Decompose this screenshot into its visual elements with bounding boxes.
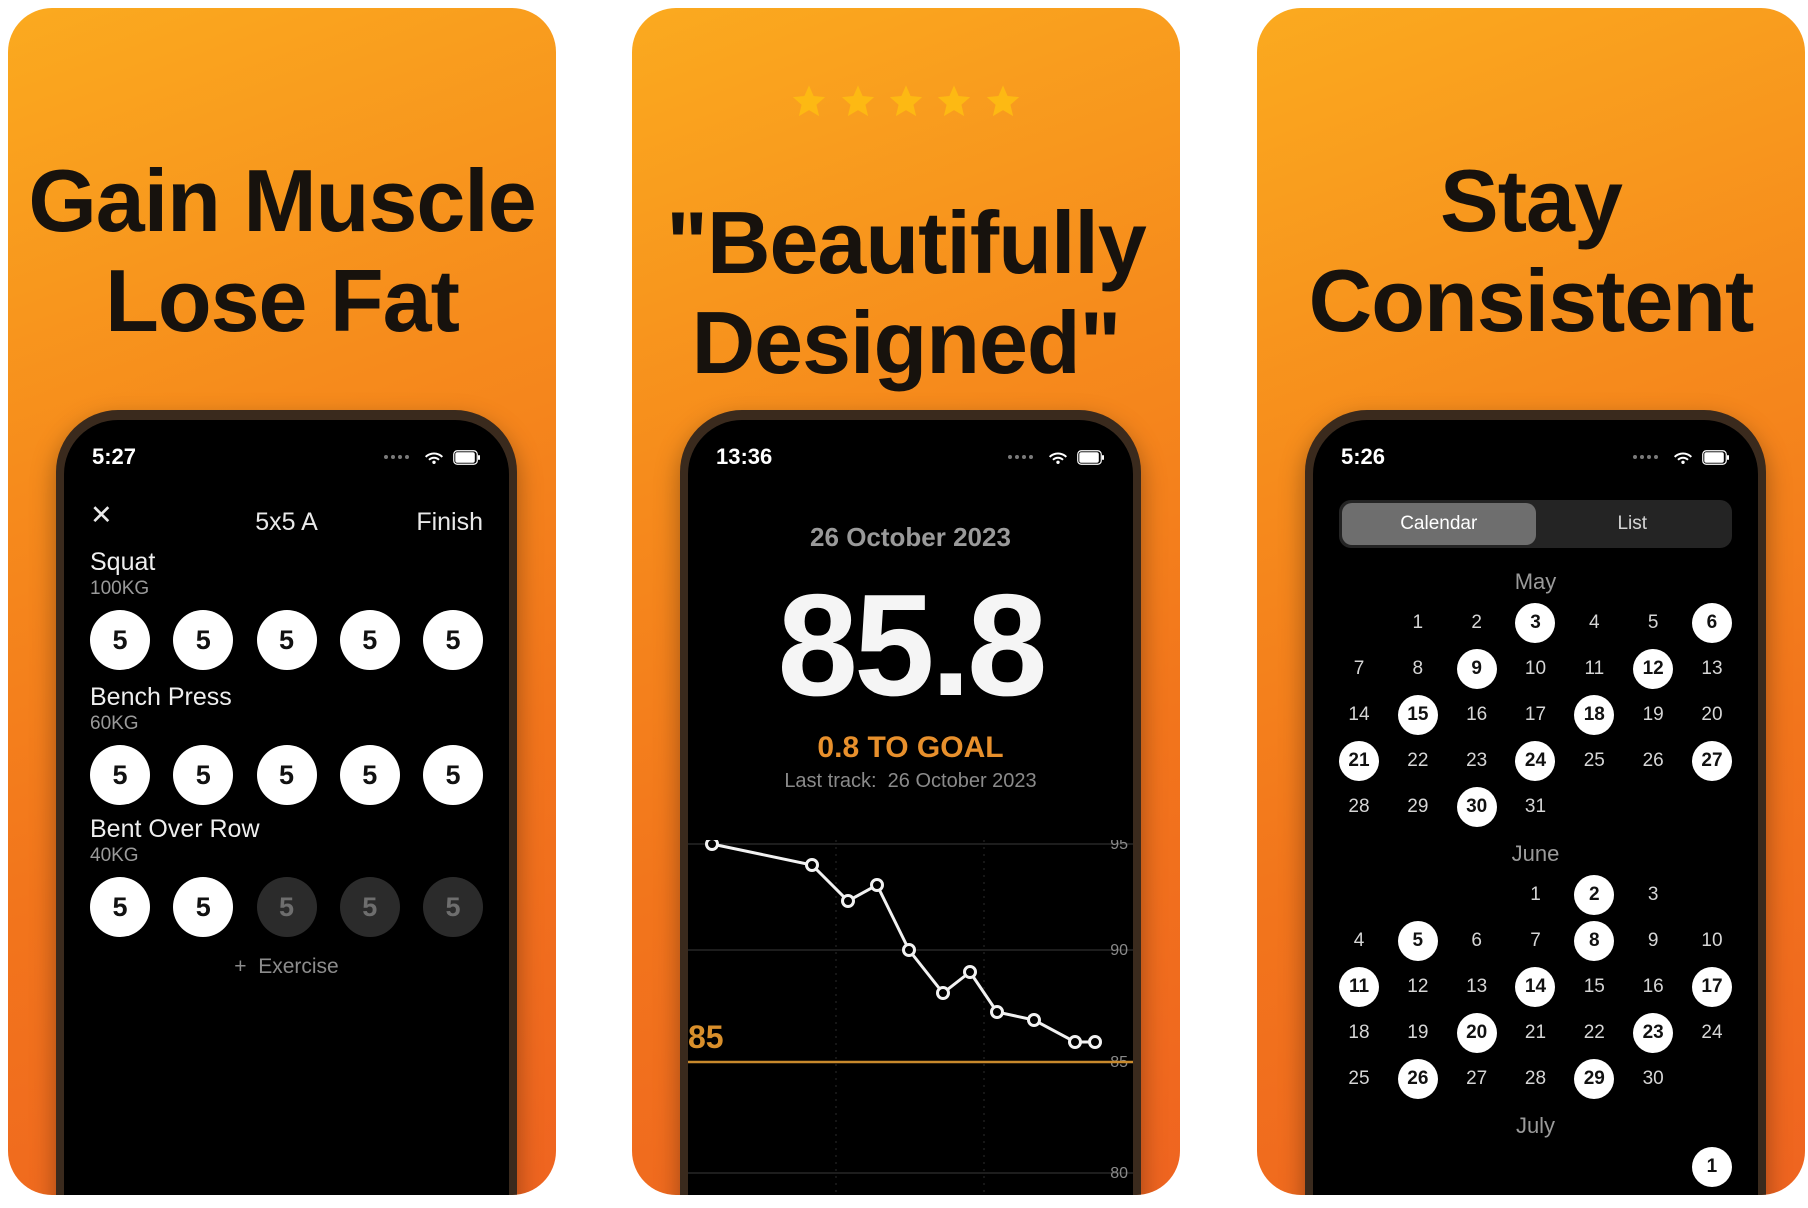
svg-text:80: 80 [1110, 1165, 1128, 1182]
svg-text:85: 85 [688, 1019, 724, 1055]
svg-text:90: 90 [1110, 942, 1128, 959]
svg-text:95: 95 [1110, 840, 1128, 853]
